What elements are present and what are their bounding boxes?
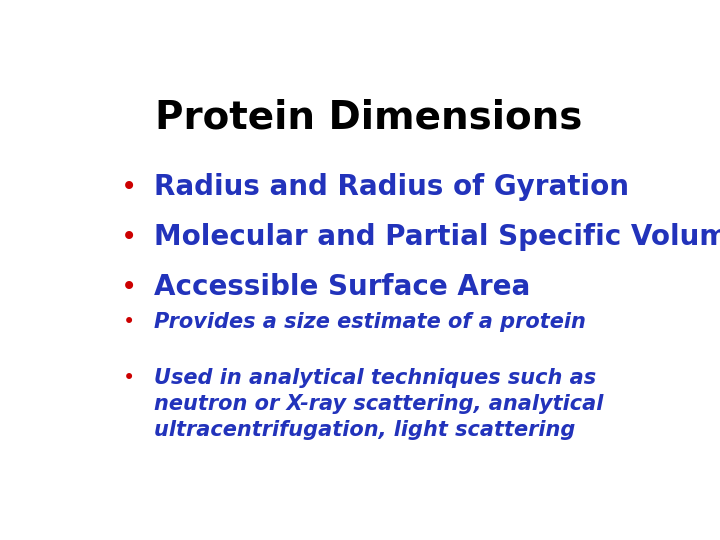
Text: •: • <box>121 223 138 251</box>
Text: •: • <box>121 273 138 301</box>
Text: Radius and Radius of Gyration: Radius and Radius of Gyration <box>154 173 629 201</box>
Text: Accessible Surface Area: Accessible Surface Area <box>154 273 531 301</box>
Text: Protein Dimensions: Protein Dimensions <box>156 98 582 136</box>
Text: •: • <box>123 312 135 332</box>
Text: Used in analytical techniques such as
neutron or X-ray scattering, analytical
ul: Used in analytical techniques such as ne… <box>154 368 603 440</box>
Text: •: • <box>123 368 135 388</box>
Text: •: • <box>121 173 138 201</box>
Text: Molecular and Partial Specific Volume: Molecular and Partial Specific Volume <box>154 223 720 251</box>
Text: Provides a size estimate of a protein: Provides a size estimate of a protein <box>154 312 586 332</box>
